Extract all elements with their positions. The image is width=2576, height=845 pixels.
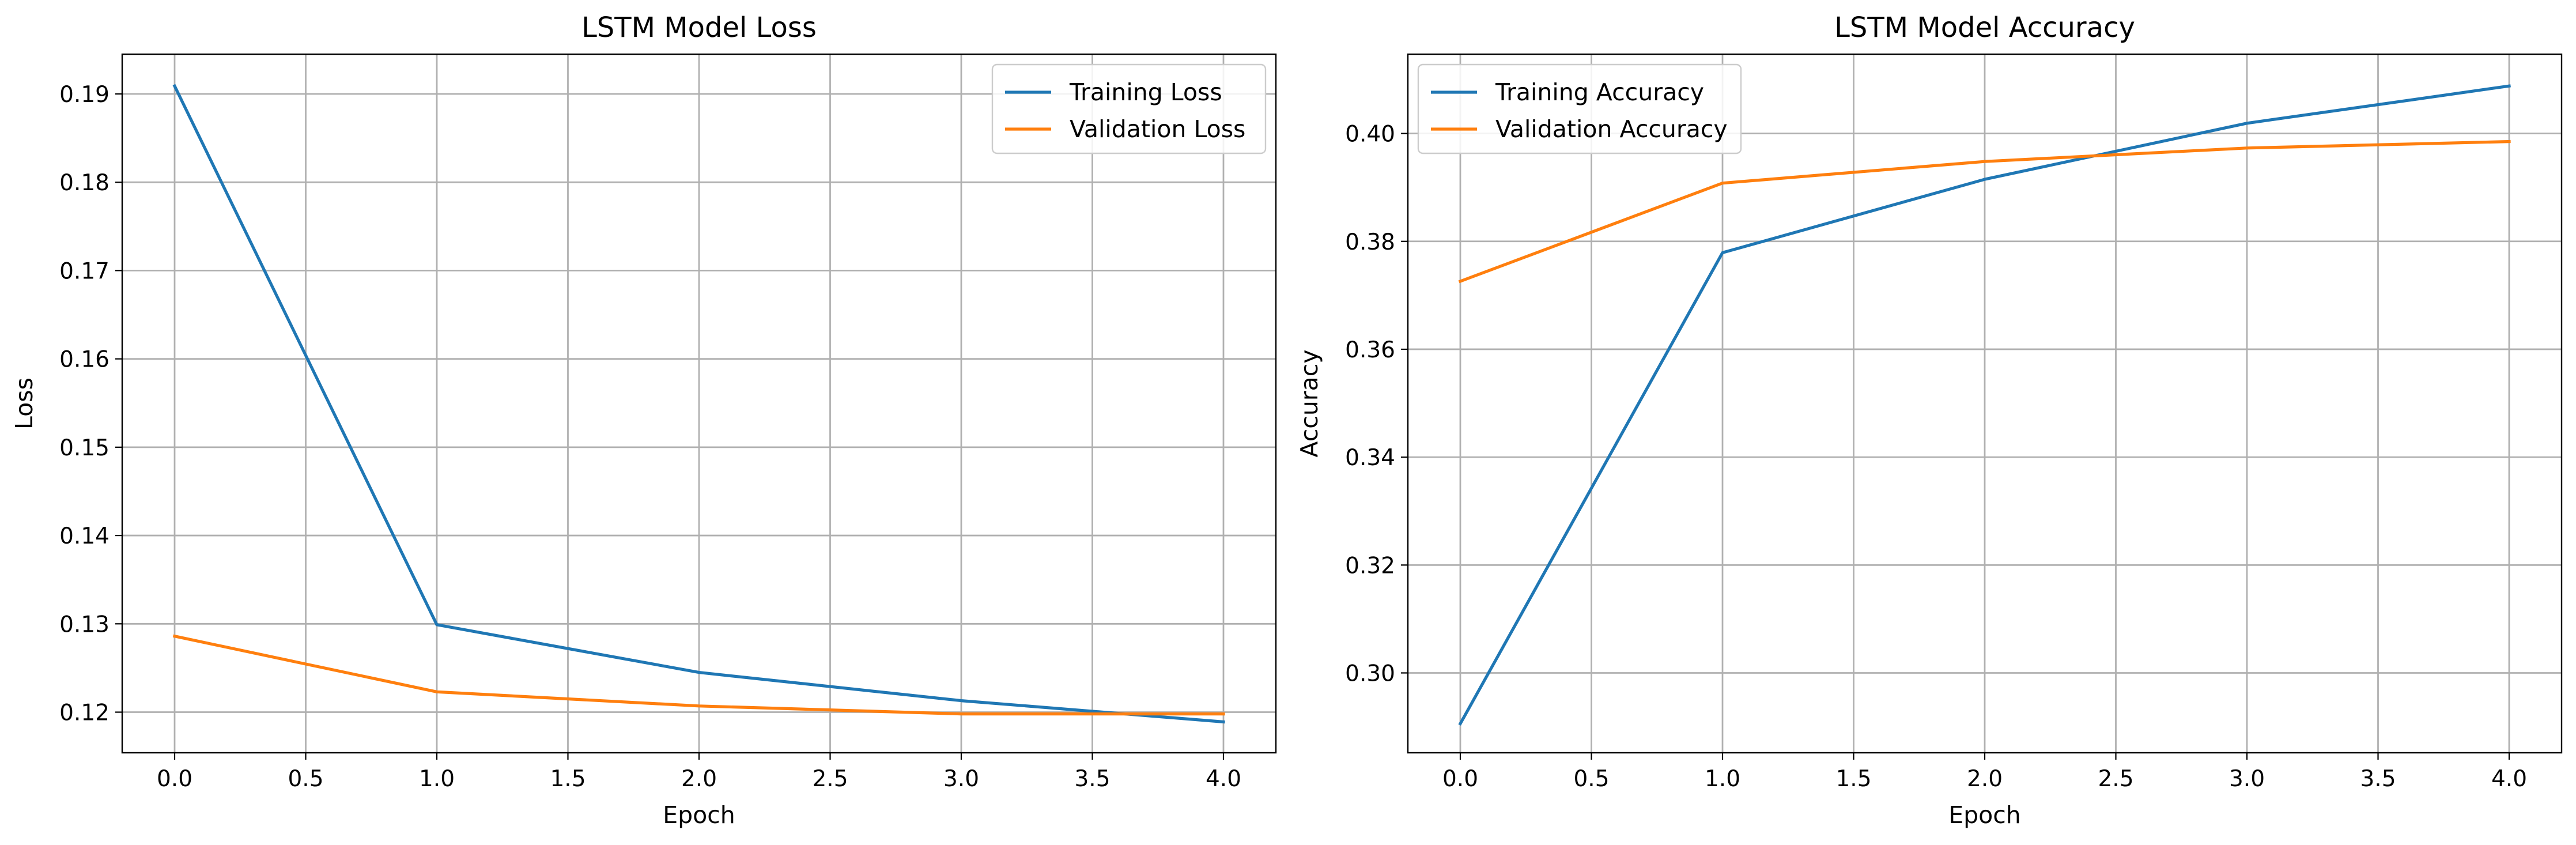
series-line-training-loss	[172, 84, 1225, 724]
x-tick-label: 3.5	[1074, 766, 1110, 792]
y-tick-label: 0.12	[59, 700, 109, 726]
y-tick-label: 0.34	[1345, 445, 1395, 471]
y-tick-label: 0.15	[59, 435, 109, 461]
x-tick-label: 2.5	[812, 766, 848, 792]
x-axis-label: Epoch	[1948, 801, 2021, 829]
y-tick-label: 0.17	[59, 258, 109, 284]
plot-frame	[1407, 53, 2563, 754]
y-tick-label: 0.38	[1345, 229, 1395, 255]
legend: Training Accuracy Validation Accuracy	[1417, 63, 1742, 154]
x-tick-label: 1.5	[550, 766, 586, 792]
legend-entry-label: Validation Accuracy	[1495, 115, 1728, 143]
series-line-validation-accuracy	[1458, 139, 2511, 284]
y-tick-label: 0.30	[1345, 661, 1395, 686]
y-axis-label: Loss	[10, 378, 38, 429]
x-tick-label: 2.0	[1967, 766, 2003, 792]
legend-entry-label: Validation Loss	[1070, 115, 1245, 143]
y-tick-label: 0.40	[1345, 122, 1395, 148]
y-axis-label: Accuracy	[1295, 349, 1323, 457]
x-tick-label: 0.0	[157, 766, 192, 792]
legend: Training Loss Validation Loss	[991, 63, 1267, 154]
x-tick-label: 1.0	[1705, 766, 1740, 792]
x-tick-label: 0.5	[288, 766, 323, 792]
x-tick-label: 3.0	[943, 766, 979, 792]
y-tick-label: 0.18	[59, 170, 109, 196]
legend-box	[1417, 63, 1742, 154]
series-line-validation-loss	[172, 634, 1225, 716]
series-line-training-accuracy	[1458, 84, 2511, 726]
x-tick-label: 0.5	[1573, 766, 1609, 792]
y-tick-label: 0.32	[1345, 553, 1395, 579]
plot-frame	[121, 53, 1277, 754]
x-tick-label: 1.5	[1835, 766, 1871, 792]
chart-title: LSTM Model Accuracy	[1834, 12, 2135, 44]
chart-title: LSTM Model Loss	[581, 12, 817, 44]
y-tick-label: 0.36	[1345, 337, 1395, 363]
x-tick-label: 2.5	[2098, 766, 2133, 792]
x-tick-label: 0.0	[1442, 766, 1478, 792]
x-tick-label: 3.0	[2229, 766, 2265, 792]
x-tick-label: 3.5	[2360, 766, 2396, 792]
y-tick-label: 0.13	[59, 612, 109, 637]
y-tick-label: 0.19	[59, 82, 109, 108]
y-tick-label: 0.14	[59, 523, 109, 549]
loss-chart-panel: 0.0 0.5 1.0 1.5 2.0 2.5 3.0 3.5 4.0 0.12 0.13 0.14 0…	[10, 12, 1277, 829]
x-axis-label: Epoch	[663, 801, 735, 829]
y-tick-label: 0.16	[59, 347, 109, 373]
legend-box	[991, 63, 1267, 154]
legend-entry-label: Training Loss	[1069, 78, 1222, 106]
legend-entry-label: Training Accuracy	[1495, 78, 1704, 106]
x-tick-label: 2.0	[681, 766, 717, 792]
x-tick-label: 1.0	[419, 766, 455, 792]
x-tick-label: 4.0	[1206, 766, 1241, 792]
x-tick-label: 4.0	[2491, 766, 2527, 792]
accuracy-chart-panel: 0.0 0.5 1.0 1.5 2.0 2.5 3.0 3.5 4.0 0.30 0.32 0.34 0…	[1295, 12, 2563, 829]
